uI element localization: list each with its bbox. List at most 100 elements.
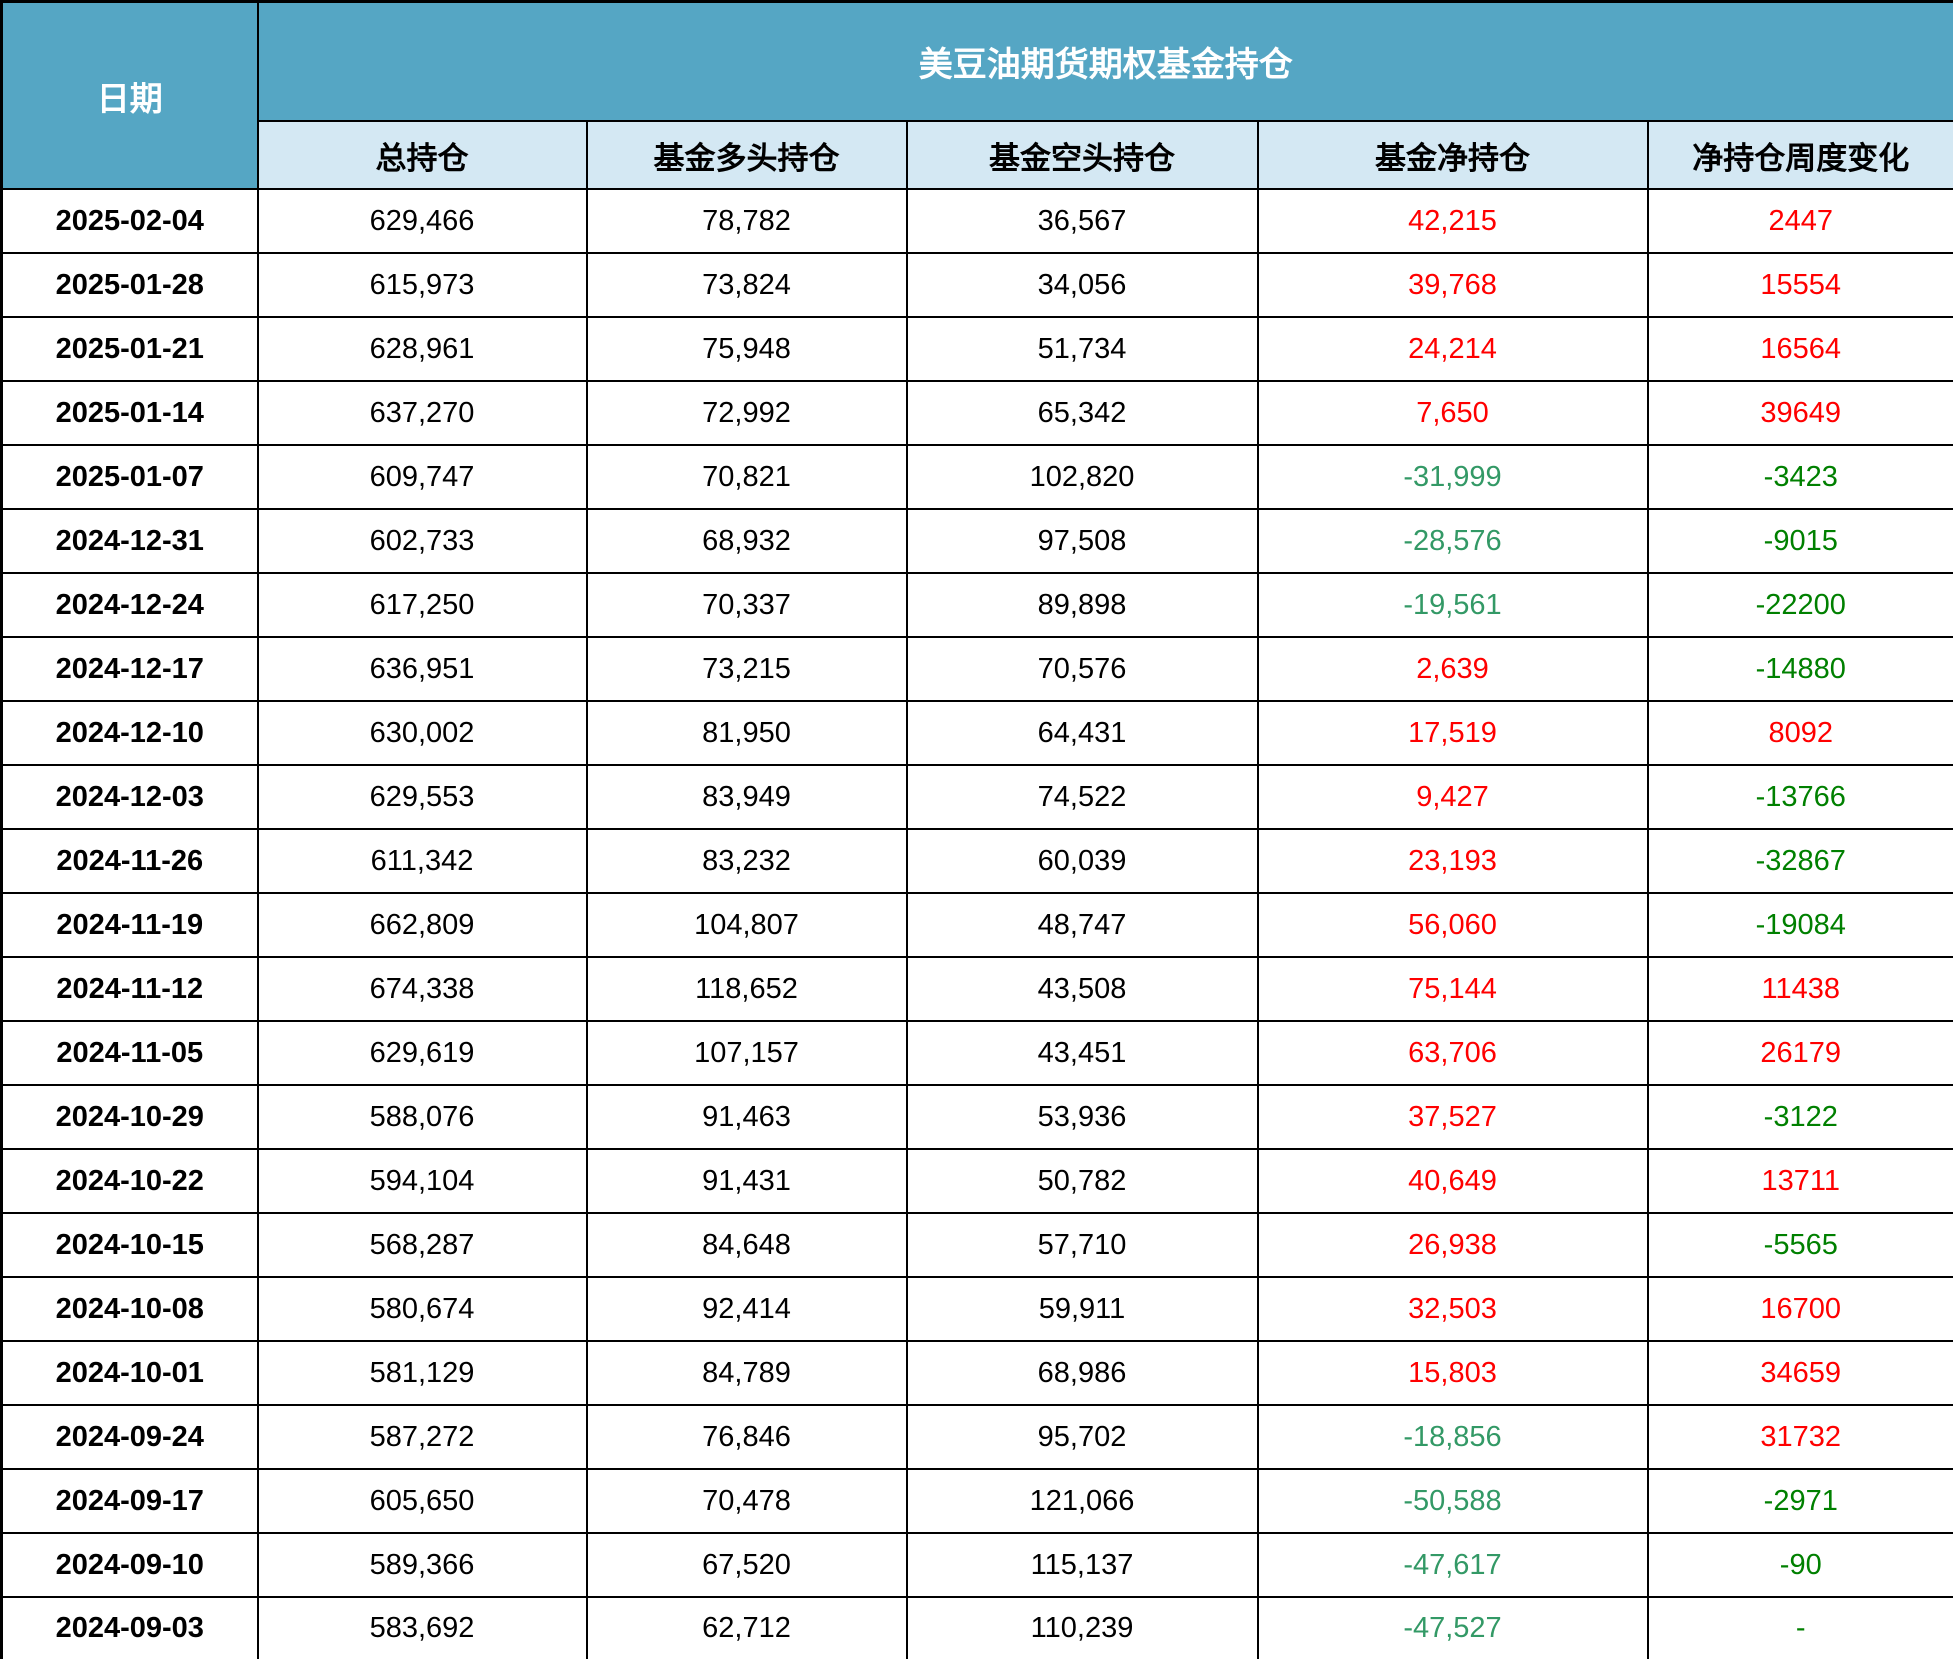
long-cell: 75,948 — [585, 316, 908, 382]
table-row: 2024-09-17 605,650 70,478 121,066 -50,588 -29… — [0, 1468, 1953, 1534]
total-cell: 615,973 — [256, 252, 588, 318]
change-cell: - — [1646, 1596, 1953, 1659]
total-cell: 629,466 — [256, 188, 588, 254]
net-cell: 39,768 — [1256, 252, 1649, 318]
change-cell: -13766 — [1646, 764, 1953, 830]
date-column-header: 日期 — [0, 0, 259, 190]
total-cell: 674,338 — [256, 956, 588, 1022]
short-cell: 110,239 — [905, 1596, 1259, 1659]
change-cell: -14880 — [1646, 636, 1953, 702]
long-cell: 83,949 — [585, 764, 908, 830]
net-cell: 42,215 — [1256, 188, 1649, 254]
change-cell: 31732 — [1646, 1404, 1953, 1470]
change-cell: 26179 — [1646, 1020, 1953, 1086]
date-cell: 2024-10-08 — [0, 1276, 259, 1342]
net-cell: 17,519 — [1256, 700, 1649, 766]
date-cell: 2024-11-19 — [0, 892, 259, 958]
short-cell: 68,986 — [905, 1340, 1259, 1406]
date-cell: 2025-01-28 — [0, 252, 259, 318]
total-cell: 568,287 — [256, 1212, 588, 1278]
table-row: 2025-01-21 628,961 75,948 51,734 24,214 16564 — [0, 316, 1953, 382]
total-cell: 628,961 — [256, 316, 588, 382]
net-cell: -47,527 — [1256, 1596, 1649, 1659]
long-cell: 92,414 — [585, 1276, 908, 1342]
net-cell: 15,803 — [1256, 1340, 1649, 1406]
net-cell: 9,427 — [1256, 764, 1649, 830]
short-cell: 102,820 — [905, 444, 1259, 510]
long-cell: 67,520 — [585, 1532, 908, 1598]
change-cell: -32867 — [1646, 828, 1953, 894]
short-cell: 57,710 — [905, 1212, 1259, 1278]
short-cell: 34,056 — [905, 252, 1259, 318]
date-cell: 2024-10-15 — [0, 1212, 259, 1278]
date-cell: 2025-01-07 — [0, 444, 259, 510]
date-cell: 2024-09-24 — [0, 1404, 259, 1470]
short-cell: 121,066 — [905, 1468, 1259, 1534]
total-cell: 636,951 — [256, 636, 588, 702]
short-cell: 50,782 — [905, 1148, 1259, 1214]
table-row: 2025-01-14 637,270 72,992 65,342 7,650 39649 — [0, 380, 1953, 446]
net-cell: 37,527 — [1256, 1084, 1649, 1150]
net-cell: -19,561 — [1256, 572, 1649, 638]
table-row: 2024-11-26 611,342 83,232 60,039 23,193 -3286… — [0, 828, 1953, 894]
total-cell: 629,619 — [256, 1020, 588, 1086]
short-cell: 36,567 — [905, 188, 1259, 254]
change-cell: 2447 — [1646, 188, 1953, 254]
net-cell: 40,649 — [1256, 1148, 1649, 1214]
change-cell: -5565 — [1646, 1212, 1953, 1278]
table-row: 2024-11-19 662,809 104,807 48,747 56,060 -190… — [0, 892, 1953, 958]
long-cell: 84,789 — [585, 1340, 908, 1406]
short-cell: 89,898 — [905, 572, 1259, 638]
total-cell: 589,366 — [256, 1532, 588, 1598]
net-cell: 26,938 — [1256, 1212, 1649, 1278]
column-header-long: 基金多头持仓 — [585, 120, 908, 190]
net-cell: -28,576 — [1256, 508, 1649, 574]
change-cell: -22200 — [1646, 572, 1953, 638]
table-row: 2024-12-03 629,553 83,949 74,522 9,427 -13766 — [0, 764, 1953, 830]
short-cell: 59,911 — [905, 1276, 1259, 1342]
short-cell: 51,734 — [905, 316, 1259, 382]
long-cell: 62,712 — [585, 1596, 908, 1659]
long-cell: 83,232 — [585, 828, 908, 894]
table-body: 2025-02-04 629,466 78,782 36,567 42,215 2447 2… — [0, 188, 1953, 1659]
group-header-row: 日期 美豆油期货期权基金持仓 — [0, 0, 1953, 190]
change-cell: -3122 — [1646, 1084, 1953, 1150]
date-cell: 2024-09-10 — [0, 1532, 259, 1598]
date-cell: 2024-11-12 — [0, 956, 259, 1022]
table-row: 2024-10-22 594,104 91,431 50,782 40,649 13711 — [0, 1148, 1953, 1214]
net-cell: -31,999 — [1256, 444, 1649, 510]
table-row: 2025-01-07 609,747 70,821 102,820 -31,999 -34… — [0, 444, 1953, 510]
change-cell: 8092 — [1646, 700, 1953, 766]
short-cell: 43,451 — [905, 1020, 1259, 1086]
long-cell: 70,821 — [585, 444, 908, 510]
long-cell: 78,782 — [585, 188, 908, 254]
total-cell: 581,129 — [256, 1340, 588, 1406]
table-row: 2024-11-12 674,338 118,652 43,508 75,144 1143… — [0, 956, 1953, 1022]
short-cell: 97,508 — [905, 508, 1259, 574]
short-cell: 53,936 — [905, 1084, 1259, 1150]
long-cell: 70,478 — [585, 1468, 908, 1534]
sub-header-row: 总持仓 基金多头持仓 基金空头持仓 基金净持仓 净持仓周度变化 — [2, 120, 1953, 190]
long-cell: 81,950 — [585, 700, 908, 766]
change-cell: -2971 — [1646, 1468, 1953, 1534]
table-row: 2025-01-28 615,973 73,824 34,056 39,768 15554 — [0, 252, 1953, 318]
short-cell: 65,342 — [905, 380, 1259, 446]
date-cell: 2024-09-03 — [0, 1596, 259, 1659]
short-cell: 60,039 — [905, 828, 1259, 894]
long-cell: 73,215 — [585, 636, 908, 702]
column-header-short: 基金空头持仓 — [905, 120, 1259, 190]
table-row: 2024-12-17 636,951 73,215 70,576 2,639 -14880 — [0, 636, 1953, 702]
table-row: 2024-10-29 588,076 91,463 53,936 37,527 -3122 — [0, 1084, 1953, 1150]
net-cell: -18,856 — [1256, 1404, 1649, 1470]
net-cell: 63,706 — [1256, 1020, 1649, 1086]
date-cell: 2024-12-03 — [0, 764, 259, 830]
change-cell: -90 — [1646, 1532, 1953, 1598]
date-cell: 2024-12-17 — [0, 636, 259, 702]
long-cell: 91,463 — [585, 1084, 908, 1150]
long-cell: 84,648 — [585, 1212, 908, 1278]
table-row: 2024-12-24 617,250 70,337 89,898 -19,561 -222… — [0, 572, 1953, 638]
date-cell: 2024-10-22 — [0, 1148, 259, 1214]
total-cell: 611,342 — [256, 828, 588, 894]
short-cell: 70,576 — [905, 636, 1259, 702]
